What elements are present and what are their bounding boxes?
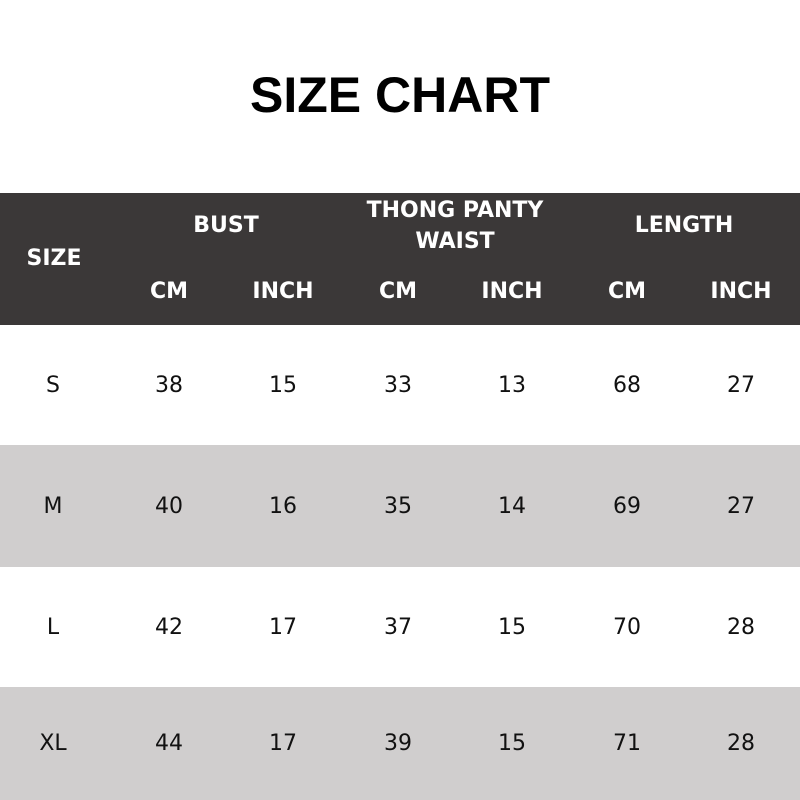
size-cell: XL xyxy=(39,731,67,756)
header-bust-inch: INCH xyxy=(252,279,314,304)
value-cell: 44 xyxy=(155,731,183,756)
value-cell: 16 xyxy=(269,493,297,519)
value-cell: 17 xyxy=(269,614,297,640)
value-cell: 39 xyxy=(384,731,412,756)
table-row: M 40 16 35 14 69 27 xyxy=(0,445,800,567)
value-cell: 15 xyxy=(498,614,526,640)
value-cell: 27 xyxy=(727,493,755,519)
table-header: SIZE BUST THONG PANTY WAIST LENGTH CM IN… xyxy=(0,193,800,325)
value-cell: 15 xyxy=(498,731,526,756)
value-cell: 69 xyxy=(613,493,641,519)
header-waist: THONG PANTY WAIST xyxy=(366,198,544,254)
value-cell: 28 xyxy=(727,731,755,756)
value-cell: 40 xyxy=(155,493,183,519)
value-cell: 37 xyxy=(384,614,412,640)
value-cell: 33 xyxy=(384,372,412,398)
value-cell: 71 xyxy=(613,731,641,756)
header-bust-cm: CM xyxy=(149,279,189,304)
value-cell: 15 xyxy=(269,372,297,398)
header-length-cm: CM xyxy=(607,279,647,304)
value-cell: 42 xyxy=(155,614,183,640)
header-size: SIZE xyxy=(26,246,82,271)
header-length: LENGTH xyxy=(634,213,734,238)
table-row: S 38 15 33 13 68 27 xyxy=(0,325,800,445)
header-waist-inch: INCH xyxy=(481,279,543,304)
value-cell: 17 xyxy=(269,731,297,756)
value-cell: 68 xyxy=(613,372,641,398)
value-cell: 13 xyxy=(498,372,526,398)
header-waist-cm: CM xyxy=(378,279,418,304)
size-cell: S xyxy=(46,372,60,398)
value-cell: 38 xyxy=(155,372,183,398)
header-length-inch: INCH xyxy=(710,279,772,304)
table-row: L 42 17 37 15 70 28 xyxy=(0,567,800,687)
table-row: XL 44 17 39 15 71 28 xyxy=(0,687,800,800)
page-title: SIZE CHART xyxy=(250,67,550,123)
value-cell: 28 xyxy=(727,614,755,640)
value-cell: 70 xyxy=(613,614,641,640)
value-cell: 14 xyxy=(498,493,526,519)
size-cell: L xyxy=(46,614,60,640)
size-cell: M xyxy=(43,493,63,519)
header-bust: BUST xyxy=(193,213,259,238)
value-cell: 35 xyxy=(384,493,412,519)
value-cell: 27 xyxy=(727,372,755,398)
